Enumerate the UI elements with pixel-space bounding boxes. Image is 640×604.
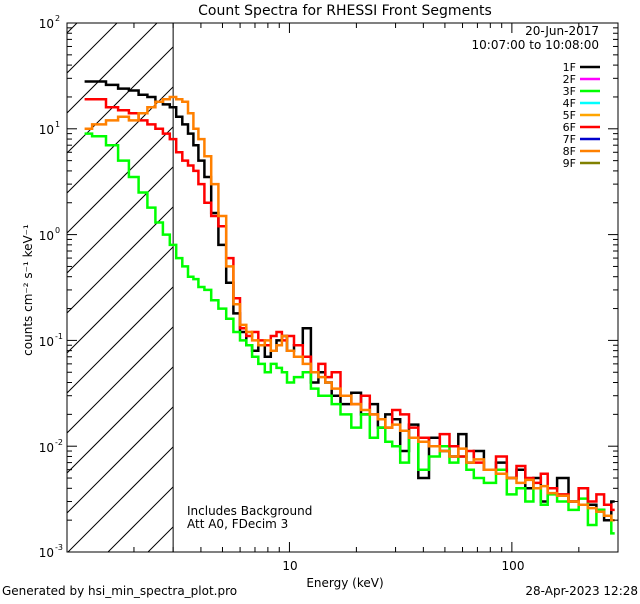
plot-frame [66, 22, 619, 553]
legend-label-7F: 7F [563, 133, 576, 146]
hatch-line [67, 23, 118, 74]
y-tick-label-1e-3: 10 -3 [39, 543, 63, 560]
series-line-6F [84, 98, 615, 512]
hatch-line [67, 126, 174, 234]
axis-ticks [66, 22, 619, 553]
hatch-line [67, 46, 174, 154]
y-tick-exp: 2 [55, 14, 60, 23]
footer-generated-by: Generated by hsi_min_spectra_plot.pro [2, 584, 237, 598]
hatch-line [67, 23, 78, 34]
hatch-line [67, 246, 174, 354]
y-tick-base: 10 [39, 229, 54, 243]
y-tick-base: 10 [39, 123, 54, 137]
hatch-line [107, 486, 174, 552]
y-tick-label-1e1: 10 1 [39, 120, 60, 137]
x-axis-label: Energy (keV) [306, 576, 383, 590]
hatch-line [67, 366, 174, 474]
hatch-line [67, 326, 174, 434]
x-tick-label-100: 100 [502, 559, 525, 573]
footer-timestamp: 28-Apr-2023 12:28 [525, 584, 638, 598]
y-tick-base: 10 [39, 17, 54, 31]
hatch-line [67, 23, 158, 114]
chart-time-range: 10:07:00 to 10:08:00 [472, 38, 599, 52]
legend-label-5F: 5F [563, 109, 576, 122]
y-tick-exp: 1 [55, 120, 60, 129]
shaded-region [67, 23, 174, 552]
y-tick-base: 10 [39, 546, 54, 560]
hatch-line [67, 286, 174, 394]
x-tick-label-10: 10 [282, 559, 297, 573]
chart-date: 20-Jun-2017 [525, 24, 599, 38]
hatch-line [67, 206, 174, 314]
legend-label-9F: 9F [563, 157, 576, 170]
legend-label-3F: 3F [563, 85, 576, 98]
hatch-line [67, 166, 174, 274]
annotation-background: Includes Background [187, 504, 312, 518]
y-tick-exp: -2 [55, 438, 63, 447]
legend-label-6F: 6F [563, 121, 576, 134]
legend-label-4F: 4F [563, 97, 576, 110]
y-tick-base: 10 [39, 335, 54, 349]
series-line-3F [84, 132, 615, 535]
series-line-1F [84, 80, 615, 522]
y-tick-label-1e-2: 10 -2 [39, 438, 63, 455]
y-axis-label: counts cm⁻² s⁻¹ keV⁻¹ [21, 224, 35, 356]
series-line-8F [84, 95, 615, 522]
y-tick-exp: 0 [55, 226, 60, 235]
hatch-line [67, 406, 174, 514]
series-group [84, 80, 615, 535]
y-tick-exp: -1 [55, 332, 63, 341]
hatch-line [147, 526, 174, 552]
annotation-attenuator: Att A0, FDecim 3 [187, 517, 288, 531]
legend-label-8F: 8F [563, 145, 576, 158]
hatch-line [67, 446, 174, 552]
chart-title: Count Spectra for RHESSI Front Segments [198, 3, 492, 19]
y-tick-label-1e-1: 10 -1 [39, 332, 63, 349]
y-tick-base: 10 [39, 441, 54, 455]
y-tick-label-1e2: 10 2 [39, 14, 60, 31]
y-tick-exp: -3 [55, 543, 63, 552]
legend-label-1F: 1F [563, 61, 576, 74]
y-tick-label-1e0: 10 0 [39, 226, 60, 243]
legend-label-2F: 2F [563, 73, 576, 86]
